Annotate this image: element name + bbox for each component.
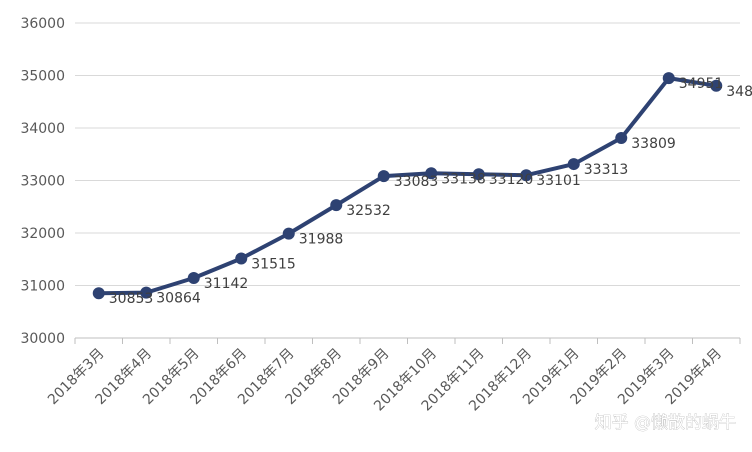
data-label: 33313 [584, 162, 629, 178]
data-point [235, 252, 248, 265]
data-point [140, 286, 153, 299]
data-label: 33120 [489, 172, 534, 188]
data-point [282, 227, 295, 240]
data-label: 34804 [726, 84, 752, 100]
data-point [425, 167, 438, 180]
series-line [96, 76, 719, 296]
data-point [472, 168, 485, 181]
x-axis-tick-labels: 2018年3月2018年4月2018年5月2018年6月2018年7月2018年… [45, 338, 741, 414]
y-tick-label: 36000 [20, 16, 65, 32]
data-point [662, 72, 675, 85]
data-label: 30853 [109, 291, 154, 307]
grid-lines [75, 22, 740, 339]
y-tick-label: 34000 [20, 121, 65, 137]
data-point [567, 158, 580, 171]
y-tick-label: 32000 [20, 226, 65, 242]
data-label: 31142 [204, 276, 249, 292]
data-label: 31988 [299, 232, 344, 248]
y-tick-label: 30000 [20, 331, 65, 347]
data-label: 30864 [156, 291, 201, 307]
data-label: 33083 [394, 174, 439, 190]
data-label: 33101 [536, 173, 581, 189]
y-tick-label: 33000 [20, 174, 65, 190]
data-point [92, 287, 105, 300]
watermark: 知乎 @懒散的蜗牛 [595, 413, 736, 433]
data-point [615, 132, 628, 145]
data-point [377, 170, 390, 183]
data-point [520, 169, 533, 182]
y-tick-label: 31000 [20, 279, 65, 295]
y-tick-label: 35000 [20, 69, 65, 85]
data-label: 33809 [631, 136, 676, 152]
data-label: 32532 [346, 203, 391, 219]
data-label: 31515 [251, 256, 296, 272]
data-label: 34951 [679, 76, 724, 92]
data-label: 33138 [441, 171, 486, 187]
data-point [187, 272, 200, 285]
data-point [330, 199, 343, 212]
y-axis-tick-labels: 30000 31000 32000 33000 34000 35000 36000 [20, 16, 65, 347]
data-point [710, 79, 723, 92]
data-points [92, 72, 723, 300]
